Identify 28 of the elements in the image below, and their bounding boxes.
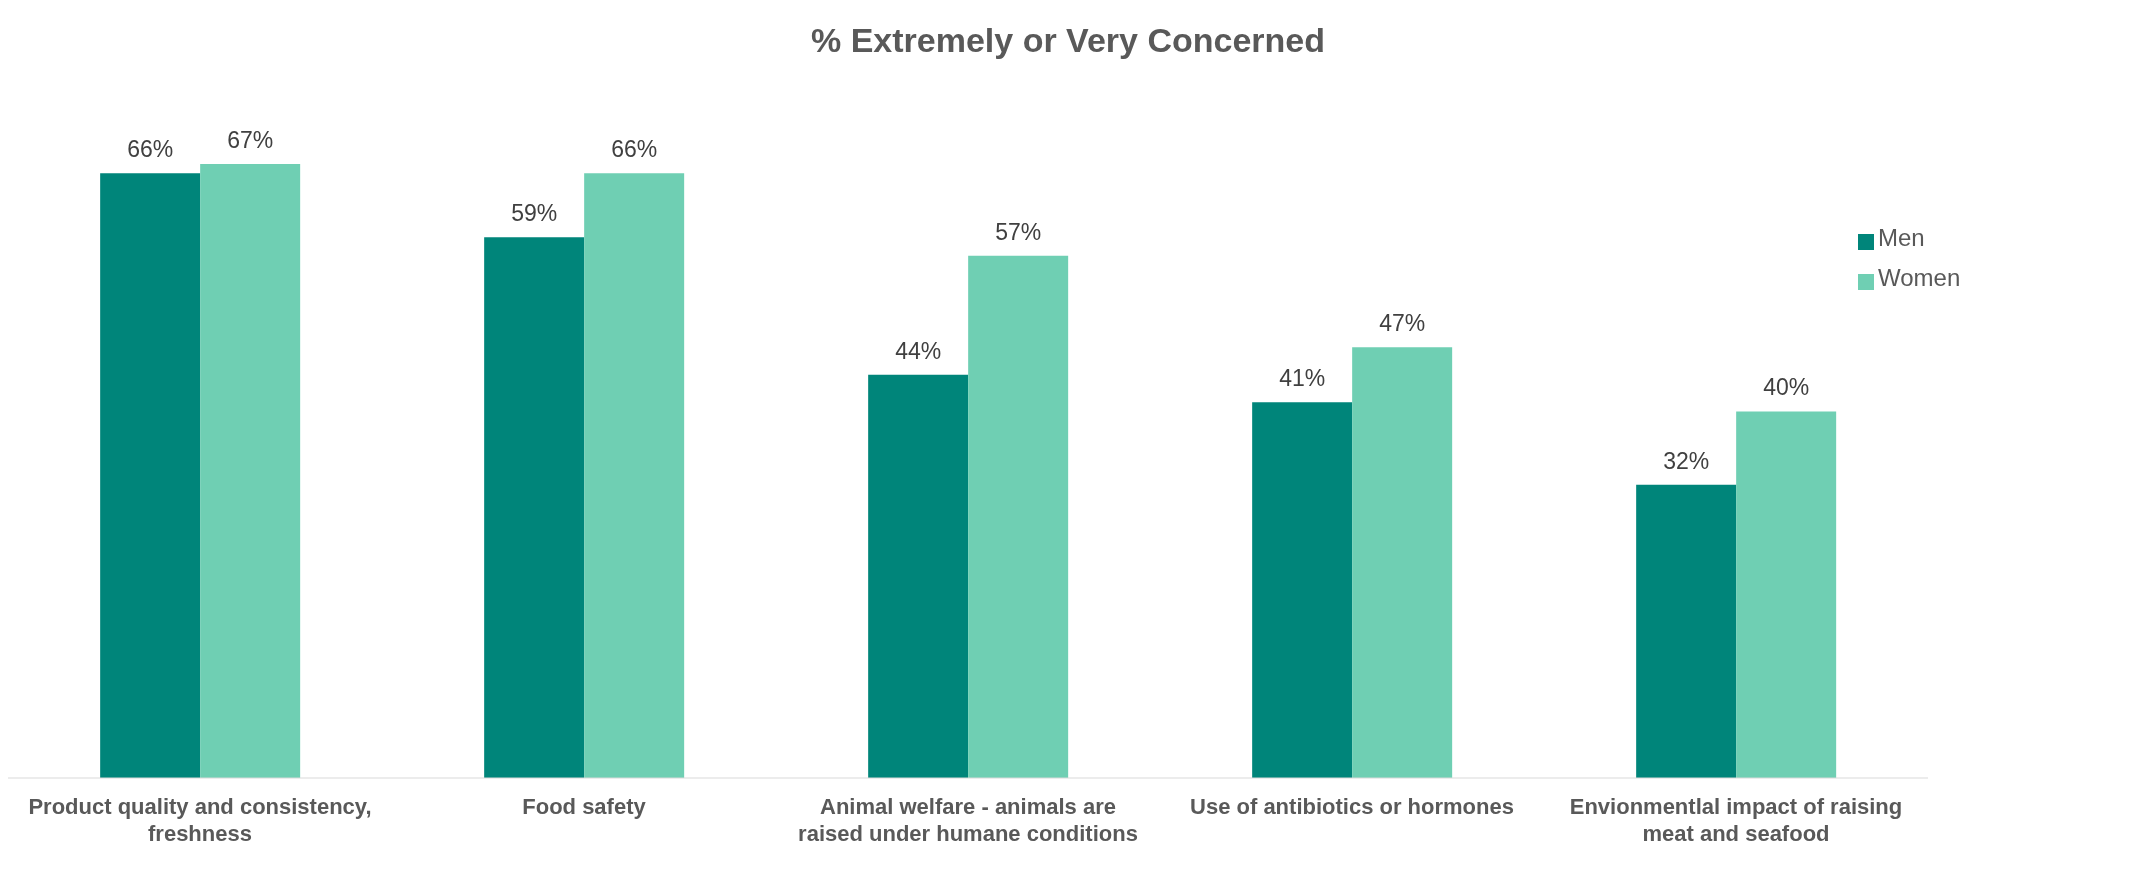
bar: [1736, 411, 1837, 778]
legend-label: Women: [1878, 264, 1961, 291]
x-tick-label: Food safety: [522, 794, 647, 819]
data-label: 66%: [611, 136, 658, 163]
data-label: 47%: [1379, 310, 1426, 337]
data-label: 59%: [511, 200, 558, 227]
chart-title: % Extremely or Very Concerned: [810, 20, 1326, 61]
data-label: 67%: [227, 127, 274, 153]
bar: [968, 255, 1069, 778]
bar: [484, 237, 585, 778]
x-tick-label: Product quality and consistency, freshness: [28, 794, 372, 846]
bar: [1636, 484, 1737, 778]
legend-label: Men: [1878, 224, 1925, 251]
data-label: 40%: [1763, 374, 1810, 401]
x-tick-label: Use of antibiotics or hormones: [1190, 794, 1514, 819]
bar: [200, 164, 301, 778]
bar: [584, 173, 685, 778]
bar: [868, 374, 969, 778]
data-label: 41%: [1279, 365, 1326, 392]
data-label: 66%: [127, 136, 174, 163]
bar: [100, 173, 201, 778]
bar: [1352, 347, 1453, 778]
data-label: 57%: [995, 218, 1042, 245]
data-label: 44%: [895, 337, 942, 364]
bar: [1252, 402, 1353, 778]
x-tick-label: Envionmentlal impact of raising meat and seafood: [1569, 794, 1903, 846]
x-tick-label: Animal welfare - animals are raised under humane conditions: [798, 794, 1138, 846]
data-label: 32%: [1663, 447, 1710, 474]
